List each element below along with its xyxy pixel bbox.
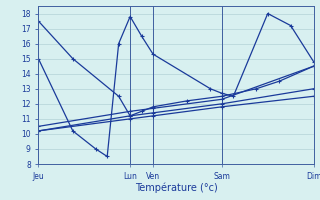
X-axis label: Température (°c): Température (°c) [135,182,217,193]
